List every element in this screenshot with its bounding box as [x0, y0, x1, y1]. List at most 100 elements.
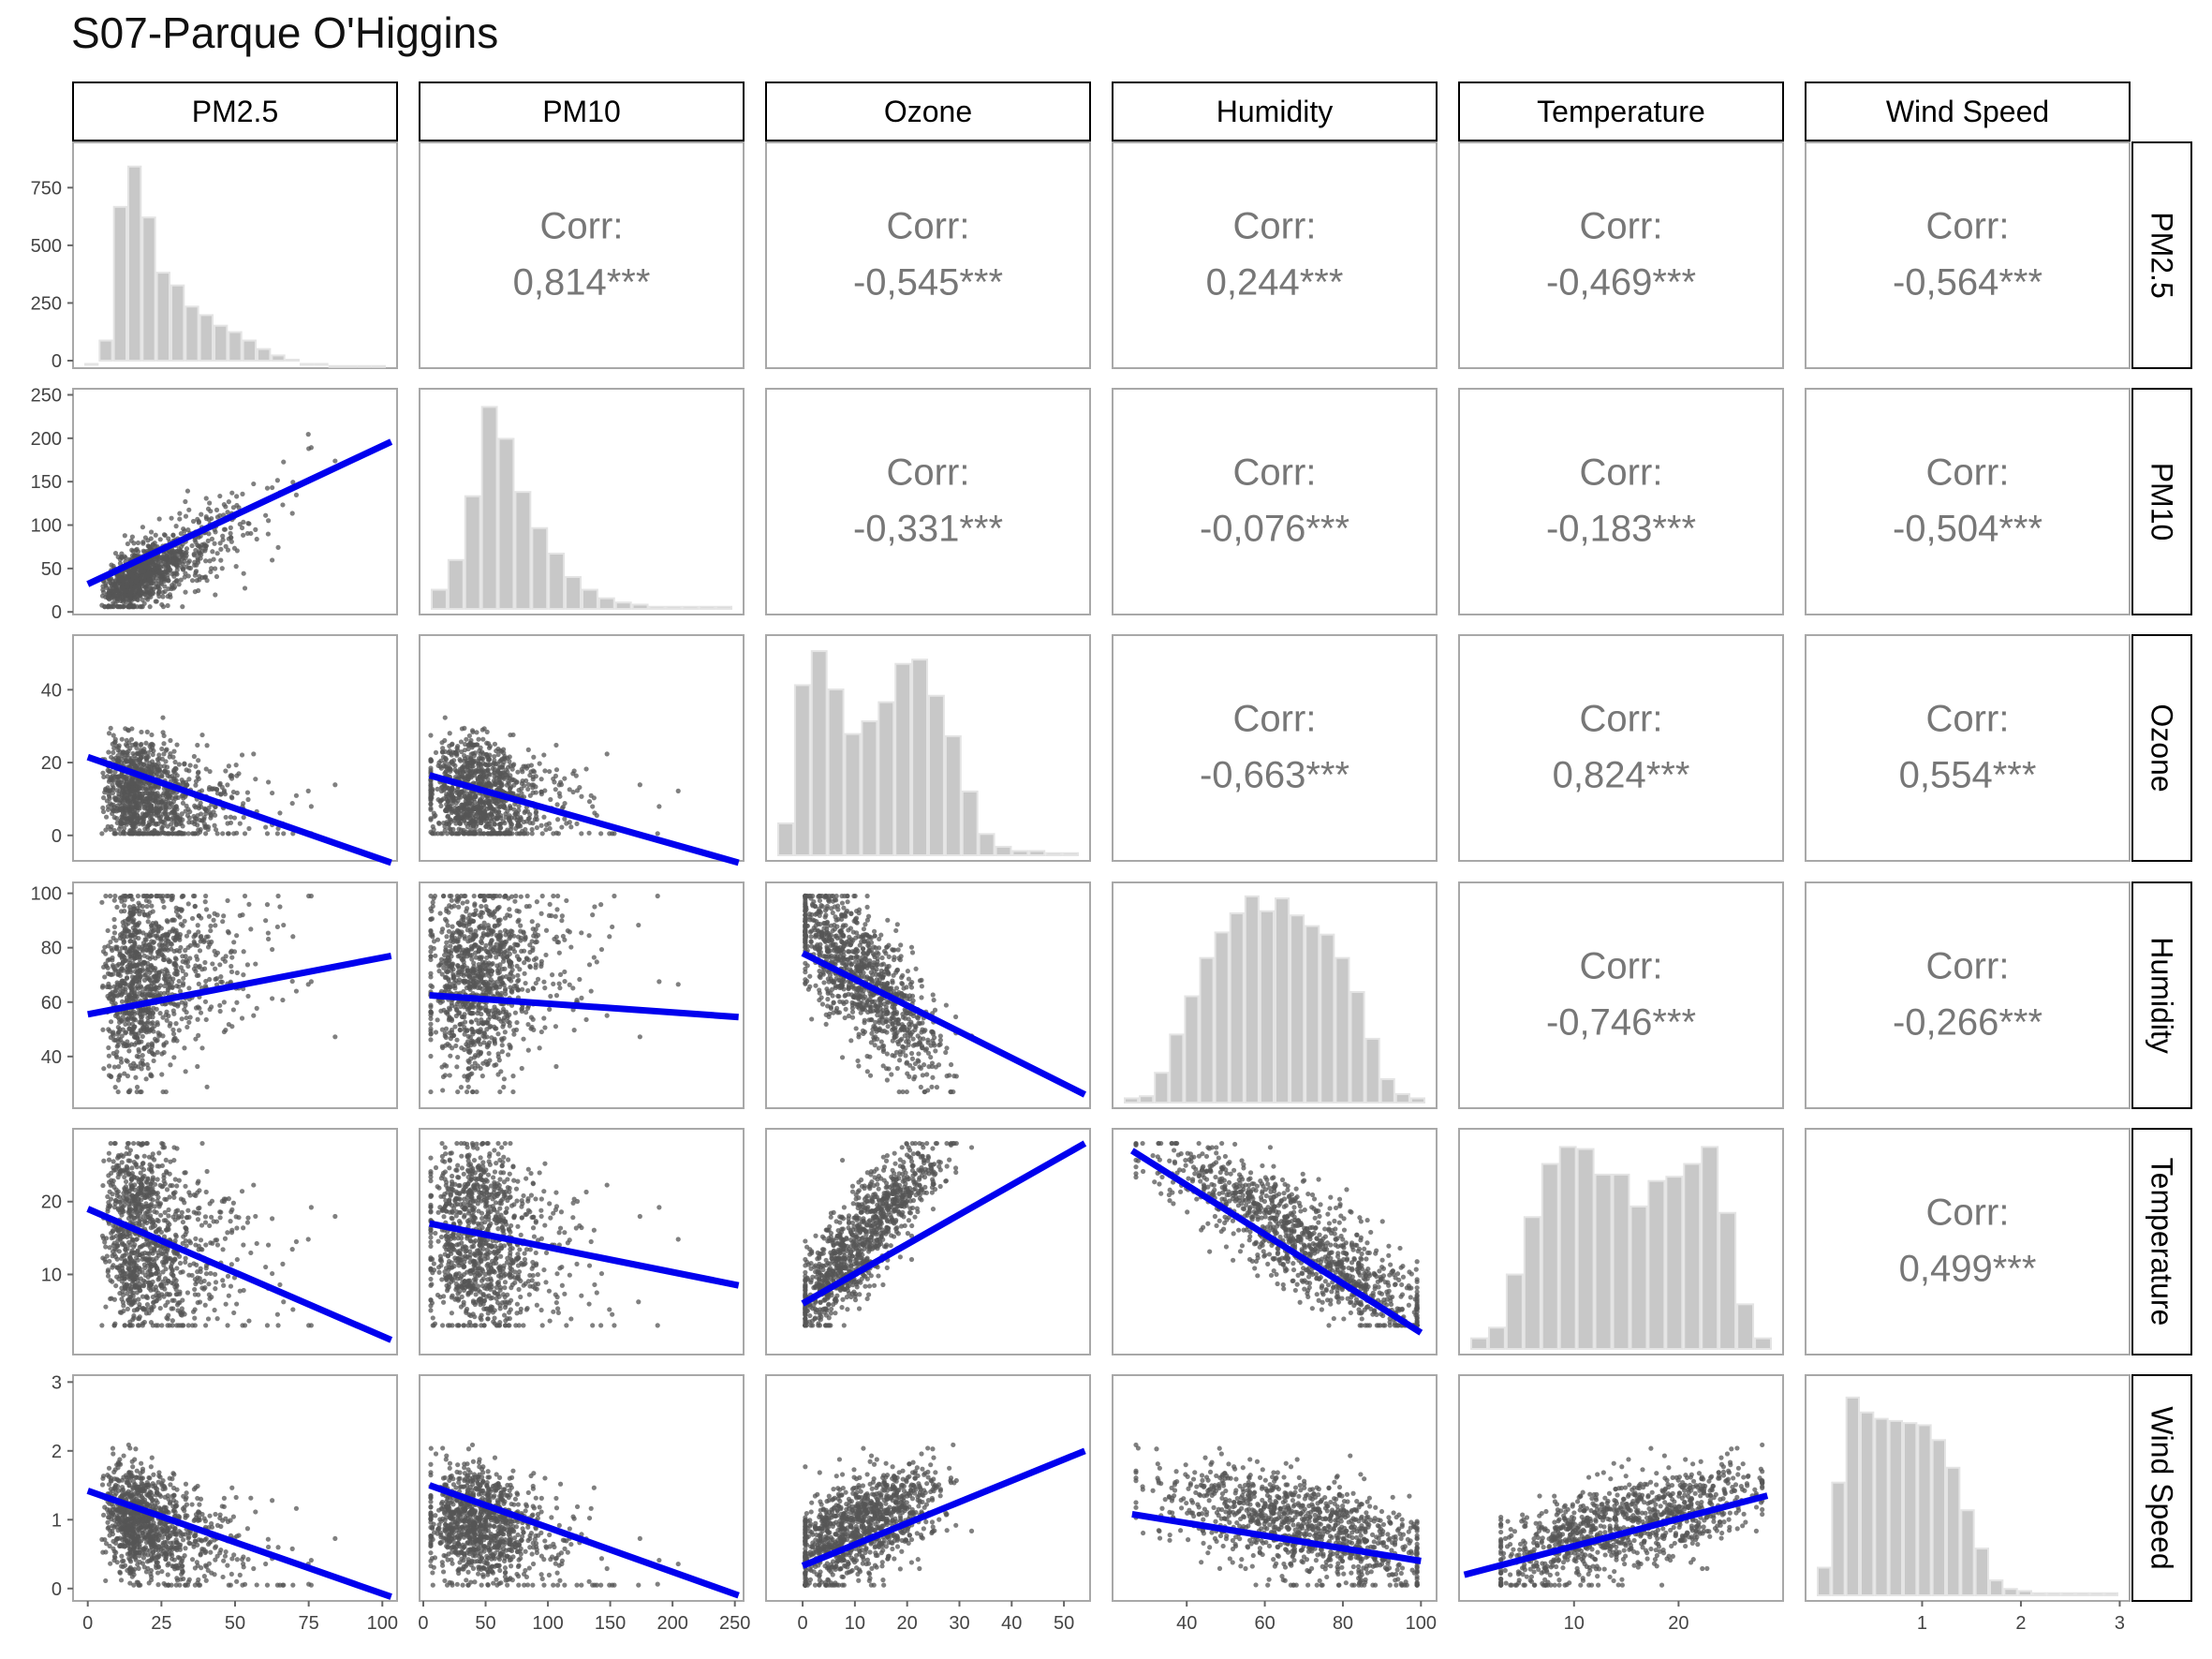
data-point [184, 488, 191, 494]
data-point [134, 818, 140, 824]
data-point [107, 579, 112, 585]
data-point [196, 543, 201, 549]
data-point [494, 748, 499, 754]
data-point [439, 740, 445, 746]
data-point [221, 526, 228, 532]
data-point [106, 768, 111, 775]
fit-line [86, 438, 393, 587]
histogram-bar [228, 331, 243, 362]
data-point [524, 819, 529, 824]
histogram-bar [944, 734, 962, 857]
data-point [495, 1031, 501, 1037]
data-point [156, 1033, 162, 1039]
data-point [129, 778, 135, 783]
data-point [144, 985, 150, 990]
data-point [242, 831, 248, 837]
data-point [237, 821, 243, 826]
data-point [126, 1048, 132, 1054]
data-point [542, 788, 548, 793]
data-point [190, 831, 197, 837]
data-point [160, 730, 166, 735]
data-point [113, 944, 119, 950]
data-point [110, 589, 115, 595]
data-point [112, 1085, 118, 1090]
data-point [163, 799, 169, 805]
data-point [131, 1060, 137, 1066]
data-point [460, 790, 465, 795]
data-point [136, 563, 142, 569]
data-point [280, 997, 286, 1003]
column-strip-temperature: Temperature [1458, 81, 1784, 141]
data-point [612, 893, 617, 899]
data-point [213, 566, 218, 571]
data-point [121, 785, 126, 791]
data-point [217, 1008, 223, 1015]
data-point [253, 961, 258, 967]
data-point [455, 1054, 461, 1060]
data-point [195, 742, 200, 748]
column-strip-wind-speed: Wind Speed [1805, 81, 2131, 141]
histogram-bar [314, 363, 329, 366]
data-point [509, 822, 515, 827]
chart-title: S07-Parque O'Higgins [71, 8, 499, 57]
data-point [468, 755, 474, 761]
data-point [144, 903, 150, 910]
data-point [115, 572, 121, 579]
panel-ozone-vs-humidity: Corr:-0,663*** [1112, 634, 1438, 862]
histogram-bar [531, 526, 549, 610]
data-point [173, 1021, 179, 1027]
data-point [472, 768, 478, 774]
data-point [234, 790, 240, 796]
data-point [289, 800, 295, 807]
row-strip-label: Temperature [2146, 1158, 2179, 1326]
data-point [528, 769, 534, 775]
data-point [146, 974, 152, 981]
data-point [143, 755, 149, 761]
panel-pm2-5-vs-humidity: Corr:0,244*** [1112, 141, 1438, 369]
row-strip-temperature: Temperature [2131, 1128, 2192, 1355]
data-point [553, 742, 559, 748]
data-point [637, 782, 642, 788]
data-point [180, 817, 185, 822]
data-point [184, 933, 190, 939]
data-point [263, 918, 269, 924]
data-point [165, 823, 170, 829]
histogram-bar [715, 605, 732, 610]
data-point [145, 822, 151, 829]
data-point [221, 1000, 227, 1005]
data-point [148, 944, 154, 950]
data-point [206, 940, 212, 945]
data-point [203, 978, 209, 985]
data-point [498, 783, 504, 789]
data-point [115, 1031, 121, 1037]
data-point [574, 821, 580, 826]
data-point [171, 573, 177, 579]
data-point [166, 586, 171, 592]
data-point [332, 458, 338, 464]
data-point [275, 544, 281, 551]
data-point [139, 1039, 144, 1044]
histogram-bar [112, 205, 127, 362]
data-point [586, 799, 593, 805]
data-point [184, 1010, 189, 1015]
data-point [162, 584, 168, 589]
data-point [193, 570, 199, 575]
data-point [157, 1011, 163, 1016]
histogram-bar [497, 437, 515, 610]
data-point [472, 902, 478, 909]
data-point [145, 1065, 151, 1071]
data-point [157, 983, 164, 988]
data-point [112, 893, 118, 899]
data-point [116, 604, 122, 610]
data-point [152, 973, 157, 979]
data-point [155, 972, 162, 978]
data-point [155, 1022, 160, 1028]
data-point [234, 494, 240, 499]
data-point [511, 762, 517, 767]
data-point [509, 815, 514, 821]
corr-value: 0,814*** [513, 262, 651, 304]
data-point [165, 932, 170, 938]
data-point [115, 588, 121, 594]
data-point [116, 593, 122, 599]
data-point [234, 830, 240, 836]
